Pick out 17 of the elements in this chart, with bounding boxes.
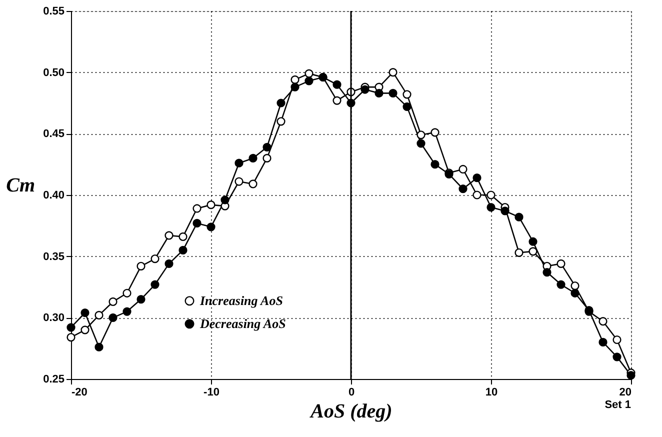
y-tick-label: 0.35 <box>43 250 64 263</box>
x-tick-label: 10 <box>485 386 498 398</box>
x-axis-title: AoS (deg) <box>308 400 392 422</box>
y-tick-label: 0.55 <box>43 6 64 18</box>
x-tick-label: 0 <box>348 386 355 398</box>
x-tick-label: -10 <box>204 386 220 398</box>
y-axis-title: Cm <box>6 174 36 196</box>
y-tick-label: 0.30 <box>43 312 64 324</box>
y-tick-label: 0.40 <box>43 190 64 202</box>
text: Set 1 <box>604 399 631 411</box>
legend-label: Decreasing AoS <box>199 316 286 331</box>
legend-label: Increasing AoS <box>199 292 283 308</box>
x-tick-label: -20 <box>72 386 88 398</box>
y-tick-label: 0.50 <box>43 66 64 79</box>
y-tick-label: 0.25 <box>43 374 64 386</box>
y-tick-label: 0.45 <box>43 128 64 140</box>
x-tick-label: 20 <box>619 386 632 398</box>
